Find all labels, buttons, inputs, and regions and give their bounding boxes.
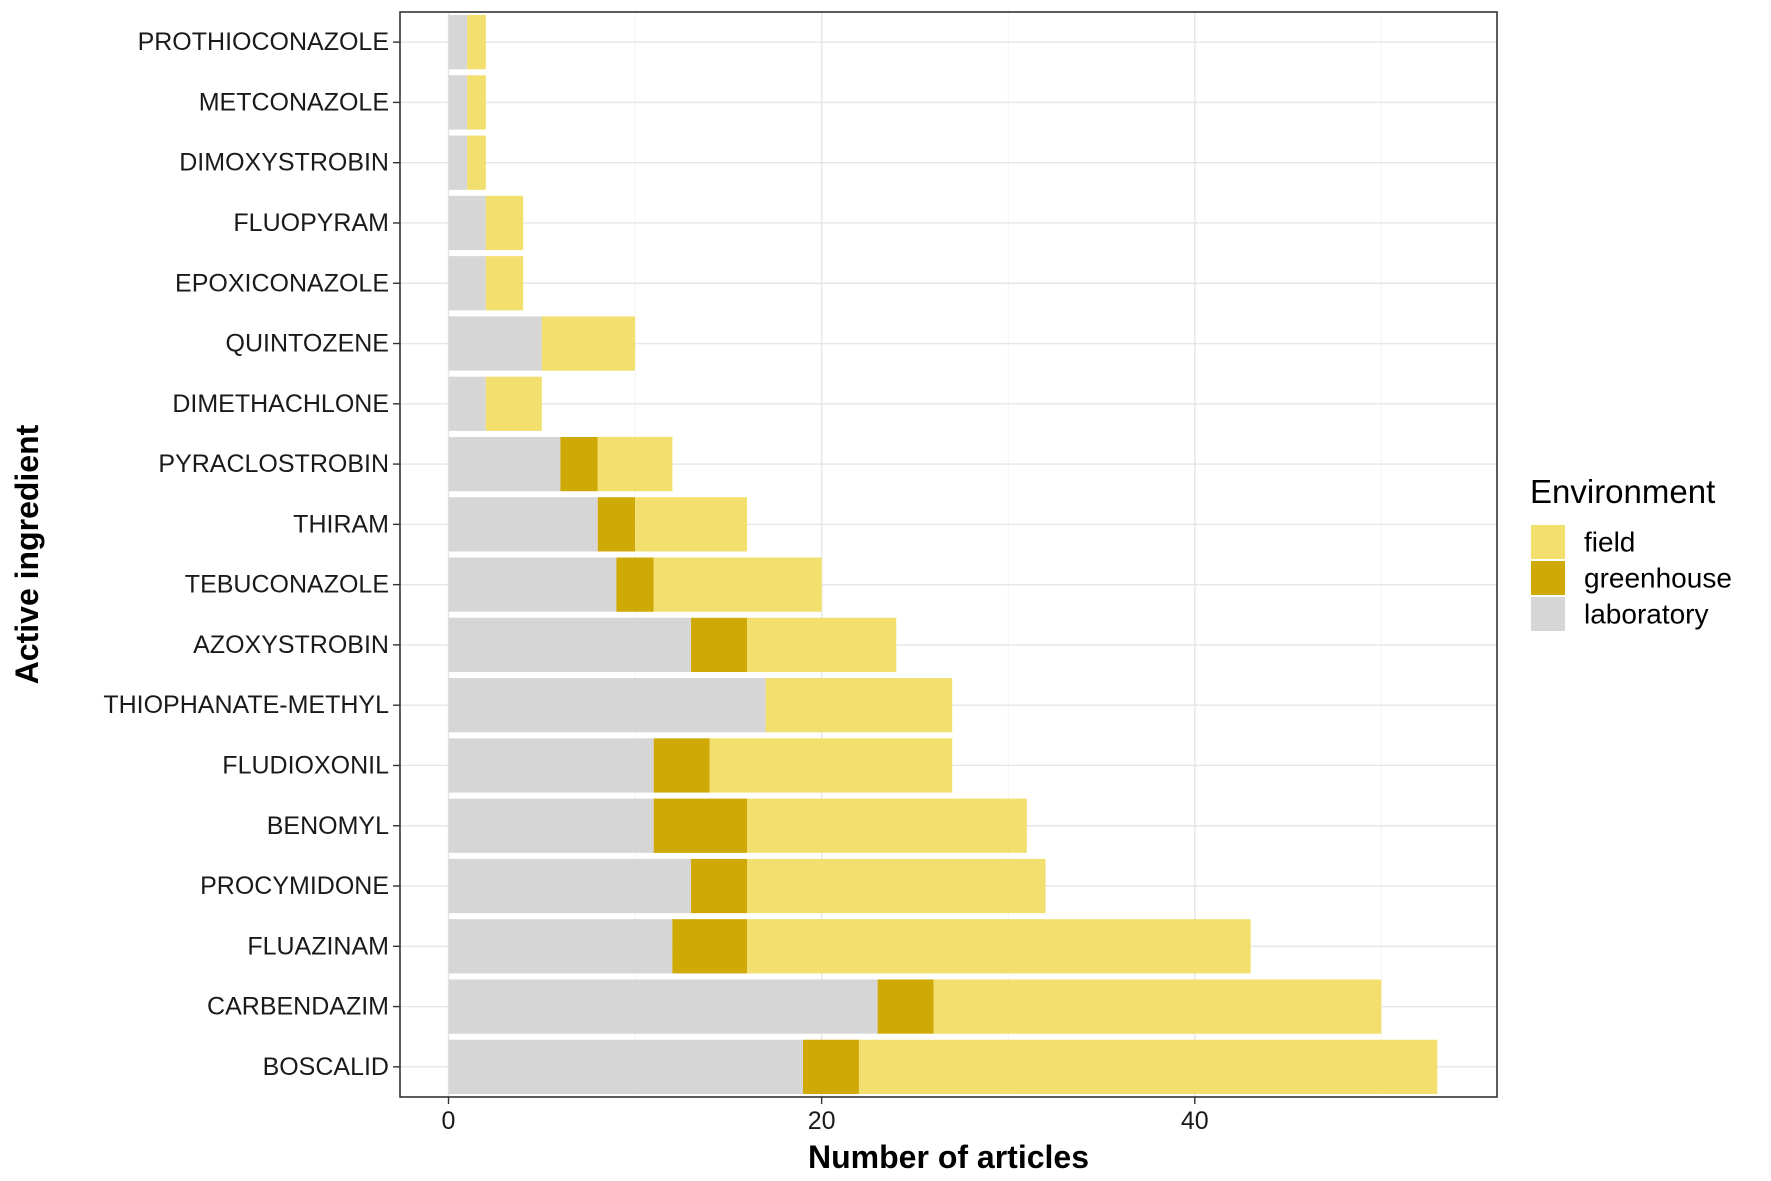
- bar-segment-laboratory: [448, 557, 617, 612]
- plot-panel: [400, 12, 1497, 1097]
- legend-swatch-field: [1531, 525, 1565, 559]
- x-tick-label: 40: [1181, 1107, 1209, 1135]
- bar-segment-field: [485, 256, 524, 311]
- legend: Environment field greenhouse laboratory: [1530, 473, 1732, 631]
- bar-segment-laboratory: [448, 617, 692, 673]
- bar-segment-laboratory: [448, 15, 468, 70]
- bar-segment-field: [485, 195, 524, 251]
- bar-segment-greenhouse: [597, 497, 636, 552]
- bar-segment-field: [747, 798, 1027, 853]
- legend-label-laboratory: laboratory: [1584, 599, 1709, 630]
- x-tick-label: 20: [808, 1107, 836, 1135]
- bar-segment-field: [765, 678, 953, 733]
- y-tick-label: AZOXYSTROBIN: [193, 631, 389, 659]
- legend-swatch-laboratory: [1531, 597, 1565, 631]
- legend-title: Environment: [1530, 473, 1715, 510]
- bar-segment-laboratory: [448, 497, 598, 552]
- bar-segment-laboratory: [448, 919, 673, 974]
- bar-segment-greenhouse: [560, 436, 598, 492]
- y-tick-label: METCONAZOLE: [199, 88, 389, 116]
- bar-segment-greenhouse: [691, 858, 748, 914]
- bar-segment-field: [467, 15, 486, 70]
- y-tick-label: FLUAZINAM: [247, 932, 389, 960]
- y-tick-label: QUINTOZENE: [226, 330, 389, 358]
- x-tick-label: 0: [442, 1107, 456, 1135]
- bar-segment-field: [597, 436, 673, 492]
- bar-segment-field: [635, 497, 748, 552]
- y-tick-label: EPOXICONAZOLE: [175, 269, 389, 297]
- legend-label-greenhouse: greenhouse: [1584, 563, 1732, 594]
- y-tick-label: FLUDIOXONIL: [222, 751, 389, 779]
- x-axis-title: Number of articles: [808, 1139, 1089, 1175]
- legend-items: field greenhouse laboratory: [1531, 525, 1732, 631]
- bar-segment-field: [485, 376, 542, 431]
- y-tick-label: TEBUCONAZOLE: [185, 571, 389, 599]
- y-axis-title: Active ingredient: [9, 424, 45, 684]
- y-tick-label: DIMOXYSTROBIN: [179, 149, 389, 177]
- y-tick-label: THIRAM: [293, 510, 389, 538]
- bar-segment-laboratory: [448, 858, 692, 914]
- bar-segment-greenhouse: [802, 1039, 859, 1094]
- legend-swatch-greenhouse: [1531, 561, 1565, 595]
- bar-segment-laboratory: [448, 979, 878, 1034]
- bars: [448, 15, 1438, 1094]
- bar-segment-laboratory: [448, 798, 654, 853]
- y-tick-label: FLUOPYRAM: [233, 209, 389, 237]
- y-tick-label: PROTHIOCONAZOLE: [138, 28, 389, 56]
- y-tick-label: PROCYMIDONE: [200, 872, 389, 900]
- bar-segment-laboratory: [448, 256, 486, 311]
- bar-segment-field: [747, 617, 897, 673]
- bar-segment-greenhouse: [691, 617, 748, 673]
- bar-segment-greenhouse: [653, 798, 748, 853]
- plot-panel-border: [399, 11, 1498, 1098]
- bar-segment-field: [467, 75, 486, 130]
- legend-label-field: field: [1584, 527, 1635, 558]
- bar-segment-laboratory: [448, 436, 561, 492]
- y-tick-label: DIMETHACHLONE: [172, 390, 389, 418]
- bar-segment-laboratory: [448, 376, 486, 431]
- bar-segment-greenhouse: [877, 979, 934, 1034]
- bar-segment-field: [933, 979, 1382, 1034]
- bar-segment-laboratory: [448, 1039, 803, 1094]
- bar-segment-laboratory: [448, 316, 542, 371]
- bar-segment-laboratory: [448, 678, 766, 733]
- bar-segment-field: [653, 557, 822, 612]
- bar-segment-laboratory: [448, 135, 468, 190]
- x-axis: 0 20 40: [442, 1097, 1209, 1135]
- y-tick-label: BENOMYL: [267, 812, 389, 840]
- y-tick-label: BOSCALID: [263, 1053, 389, 1081]
- bar-segment-field: [747, 919, 1251, 974]
- bar-segment-field: [747, 858, 1046, 914]
- bar-segment-field: [467, 135, 486, 190]
- y-axis: PROTHIOCONAZOLE METCONAZOLE DIMOXYSTROBIN F…: [103, 28, 400, 1081]
- y-tick-label: THIOPHANATE-METHYL: [103, 691, 389, 719]
- y-tick-label: PYRACLOSTROBIN: [158, 450, 389, 478]
- bar-segment-greenhouse: [653, 738, 710, 793]
- bar-segment-laboratory: [448, 738, 654, 793]
- bar-segment-greenhouse: [672, 919, 748, 974]
- bar-segment-field: [541, 316, 636, 371]
- bar-segment-greenhouse: [616, 557, 654, 612]
- bar-segment-laboratory: [448, 75, 468, 130]
- bar-segment-field: [858, 1039, 1438, 1094]
- bar-segment-laboratory: [448, 195, 486, 251]
- bar-segment-field: [709, 738, 953, 793]
- y-tick-label: CARBENDAZIM: [207, 993, 389, 1021]
